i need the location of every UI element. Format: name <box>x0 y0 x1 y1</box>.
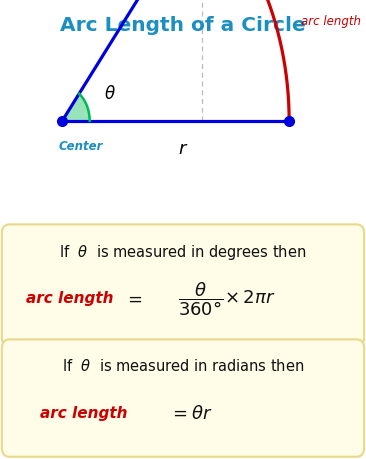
Text: $\dfrac{\theta}{360°}$$\!\times 2\pi r$: $\dfrac{\theta}{360°}$$\!\times 2\pi r$ <box>178 280 276 317</box>
Polygon shape <box>62 95 90 122</box>
Text: $r$: $r$ <box>178 140 188 158</box>
Text: arc length: arc length <box>301 15 361 28</box>
Text: $=$: $=$ <box>124 289 143 308</box>
Text: If  $\theta$  is measured in degrees then: If $\theta$ is measured in degrees then <box>59 242 307 261</box>
Text: $= \theta r$: $= \theta r$ <box>169 404 212 422</box>
FancyBboxPatch shape <box>2 225 364 347</box>
Text: If  $\theta$  is measured in radians then: If $\theta$ is measured in radians then <box>62 357 304 373</box>
Text: Arc Length of a Circle: Arc Length of a Circle <box>60 16 306 35</box>
Text: Center: Center <box>59 140 103 153</box>
Text: $\theta$: $\theta$ <box>104 84 116 103</box>
Text: arc length: arc length <box>40 406 128 420</box>
Text: arc length: arc length <box>26 291 113 306</box>
FancyBboxPatch shape <box>2 340 364 457</box>
